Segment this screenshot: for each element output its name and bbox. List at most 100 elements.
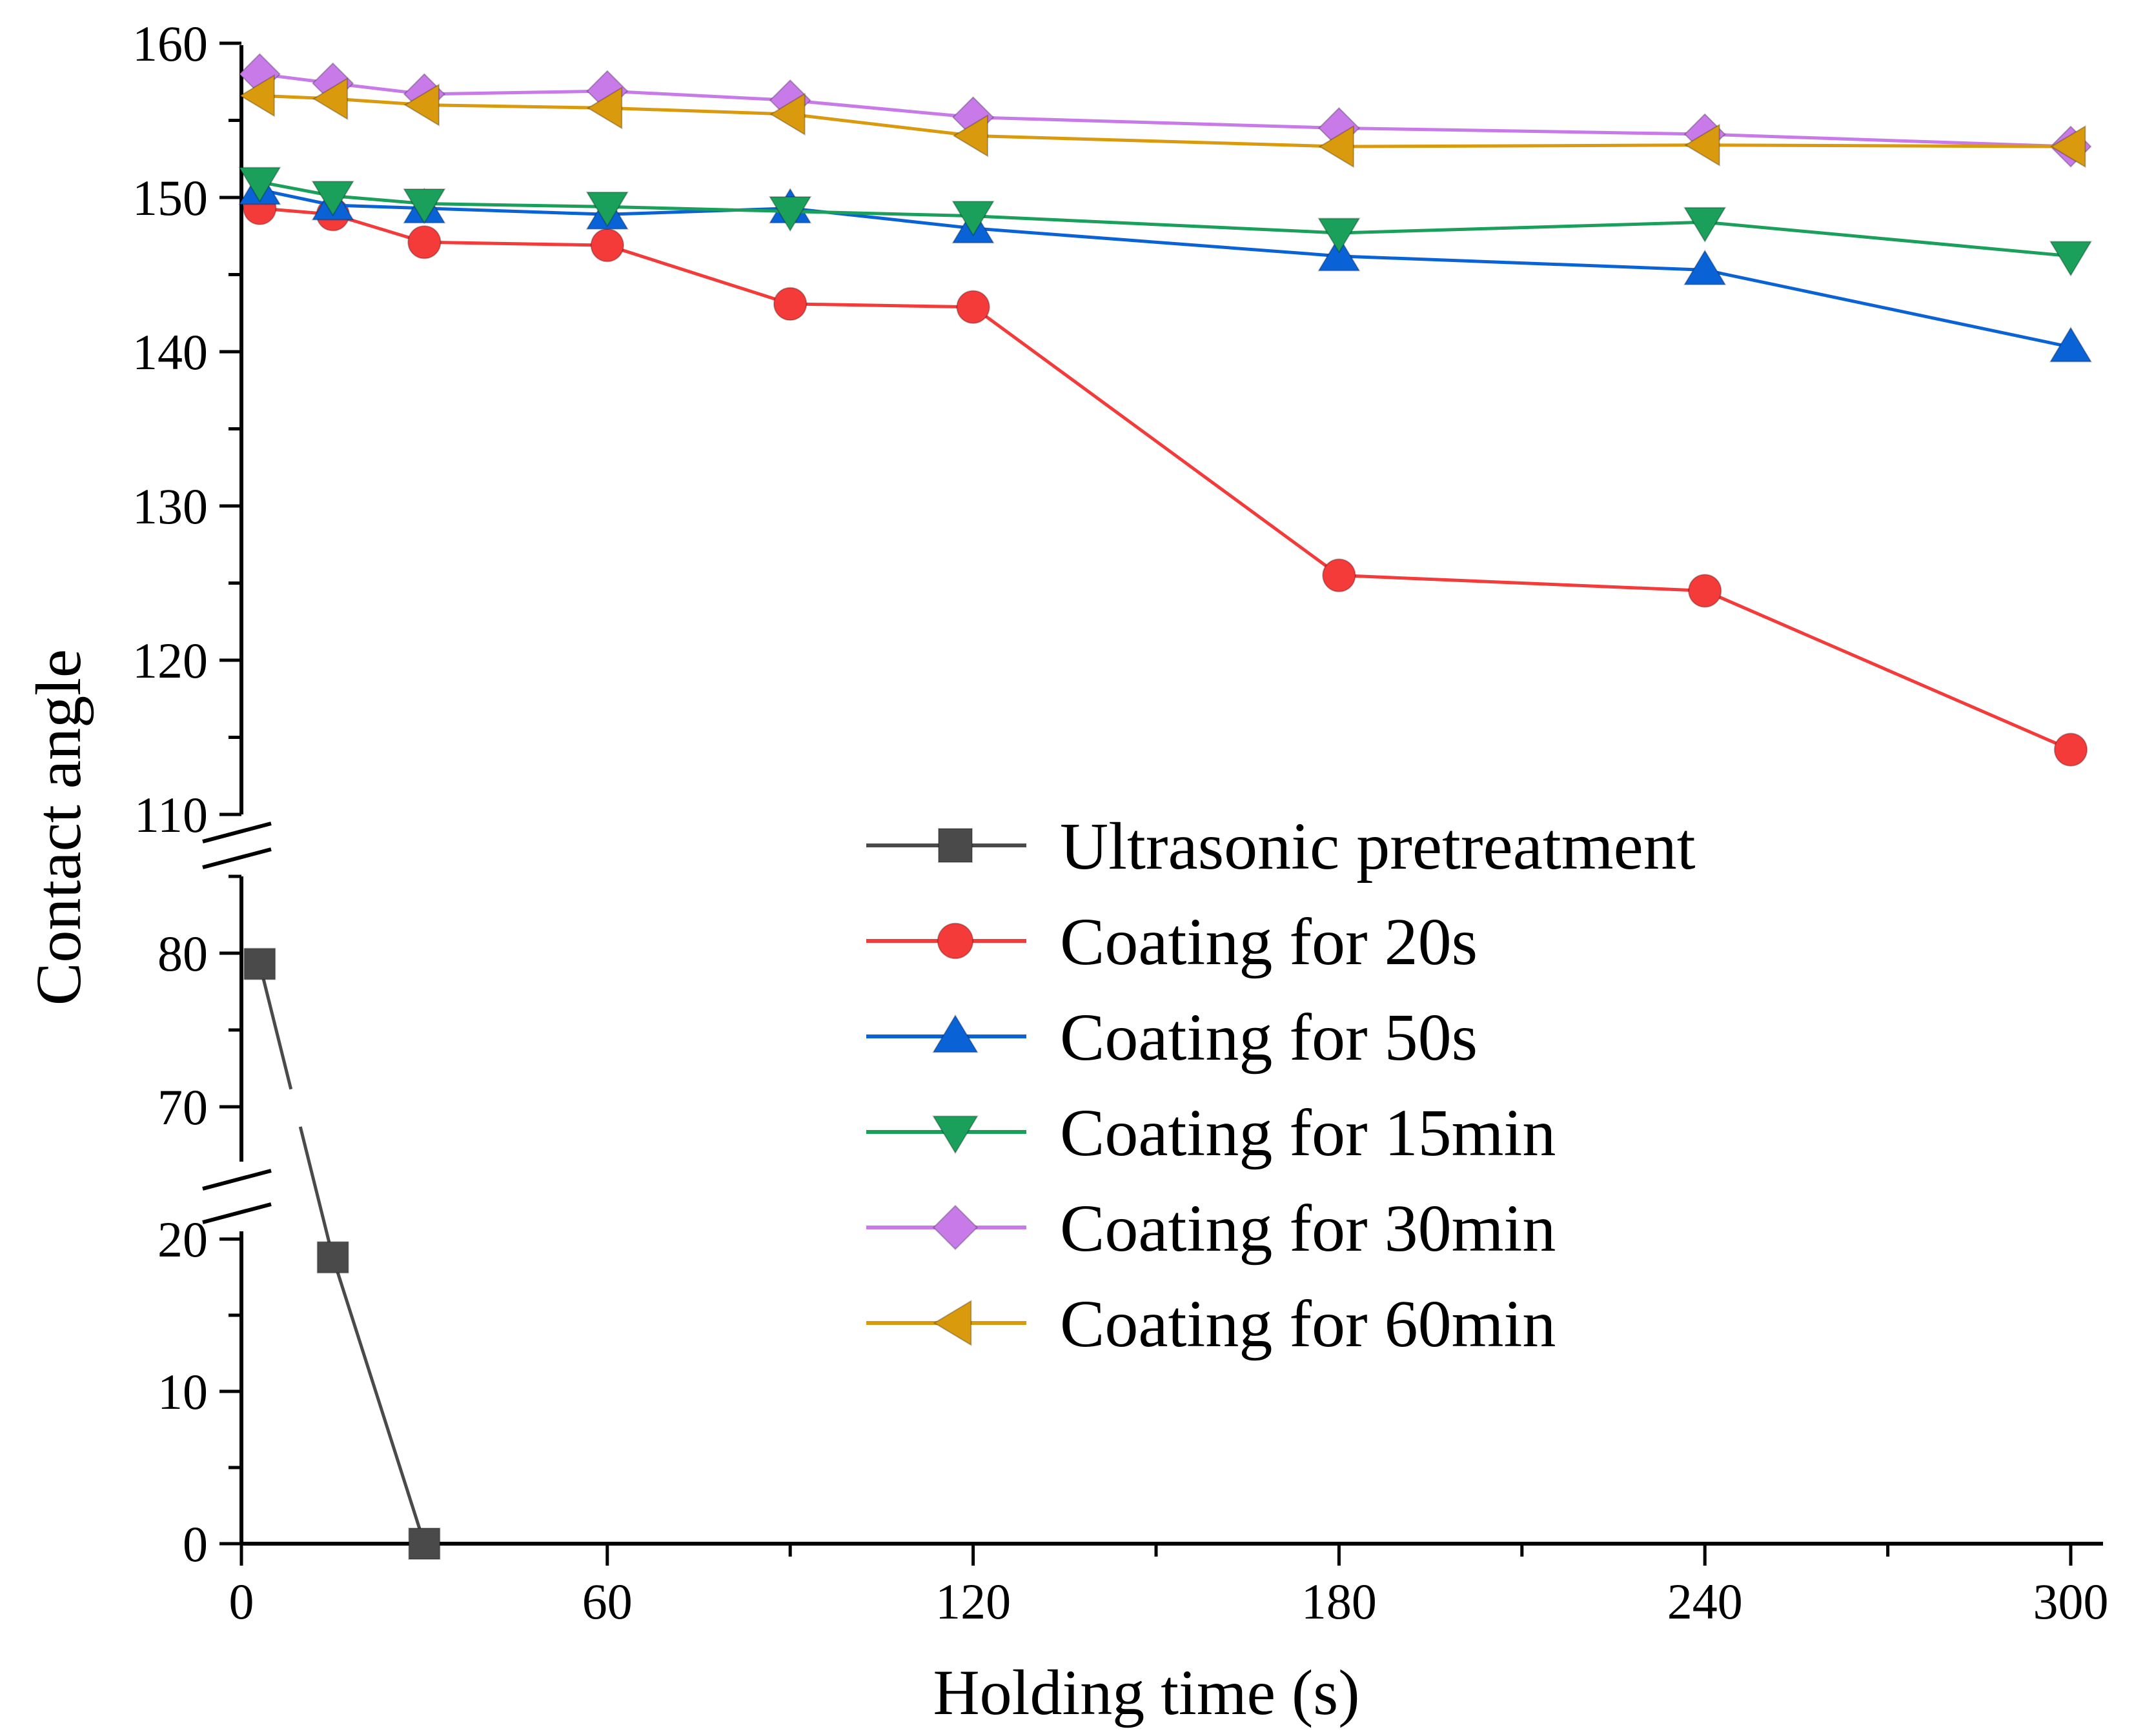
series-line — [1339, 143, 1705, 148]
legend-marker — [932, 1115, 979, 1155]
data-point — [586, 86, 623, 130]
series-line — [973, 134, 1339, 148]
series-line — [1339, 254, 1705, 272]
y-tick-label: 0 — [183, 1516, 208, 1572]
x-tick-label: 300 — [2033, 1573, 2109, 1630]
series-line — [1704, 220, 2071, 258]
data-point — [243, 947, 276, 980]
legend-marker — [938, 828, 973, 863]
legend-marker — [933, 1300, 972, 1346]
y-tick-label: 110 — [134, 787, 208, 843]
series-line — [1705, 132, 2071, 148]
series-line — [424, 207, 607, 216]
legend-entry: Coating for 30min — [866, 1191, 1556, 1266]
series-coating-for-20s — [243, 191, 2088, 767]
series-line — [424, 202, 607, 208]
axis-break-mark — [202, 822, 272, 869]
legend-entry: Ultrasonic pretreatment — [866, 809, 1696, 883]
data-point — [316, 1241, 349, 1274]
data-point — [408, 1528, 441, 1560]
series-coating-for-15min — [238, 167, 2093, 277]
data-point — [2053, 732, 2088, 767]
y-tick-label: 80 — [158, 925, 208, 982]
data-point — [773, 287, 808, 321]
y-tick-label: 130 — [132, 478, 208, 534]
series-line — [973, 116, 1339, 130]
series-line — [789, 98, 973, 119]
series-ultrasonic-pretreatment — [243, 947, 441, 1560]
series-line — [790, 302, 973, 309]
x-tick-label: 120 — [935, 1573, 1011, 1630]
x-axis-title: Holding time (s) — [933, 1657, 1359, 1728]
data-point — [2050, 125, 2086, 168]
series-line — [1339, 220, 1705, 235]
x-tick-label: 60 — [582, 1573, 633, 1630]
series-line — [789, 112, 973, 137]
series-line — [607, 89, 791, 102]
data-point — [1683, 249, 1727, 285]
axis-break-mark — [202, 1169, 272, 1224]
data-point — [1684, 123, 1720, 167]
legend-label: Coating for 50s — [1060, 1000, 1478, 1075]
legend-marker — [932, 1204, 979, 1251]
series-line — [332, 194, 425, 206]
data-point — [951, 201, 995, 237]
series-line — [331, 1257, 426, 1544]
legend-entry: Coating for 60min — [866, 1287, 1556, 1361]
series-line — [607, 243, 791, 306]
x-tick-label: 180 — [1301, 1573, 1377, 1630]
legend-label: Coating for 20s — [1060, 905, 1478, 979]
series-coating-for-50s — [238, 169, 2093, 363]
data-point — [585, 191, 629, 228]
data-point — [403, 83, 440, 126]
data-point — [311, 181, 354, 217]
series-line — [332, 203, 425, 210]
y-tick-label: 20 — [158, 1211, 208, 1267]
legend-label: Coating for 30min — [1060, 1191, 1556, 1266]
data-point — [769, 92, 806, 136]
x-tick-label: 240 — [1667, 1573, 1743, 1630]
y-axis-title: Contact angle — [23, 649, 94, 1006]
y-tick-label: 150 — [132, 170, 208, 226]
series-line — [1704, 589, 2071, 751]
series-coating-for-60min — [239, 74, 2086, 168]
data-point — [590, 228, 624, 263]
legend-label: Coating for 15min — [1060, 1096, 1556, 1170]
data-point — [956, 290, 990, 324]
series-line — [424, 240, 607, 247]
legend-marker — [932, 1014, 979, 1053]
legend-entry: Coating for 50s — [866, 1000, 1478, 1075]
data-point — [1322, 558, 1356, 592]
series-line — [973, 214, 1339, 235]
data-point — [1688, 574, 1722, 608]
data-point — [407, 225, 442, 259]
data-point — [768, 196, 812, 232]
x-tick-label: 0 — [229, 1573, 254, 1630]
data-point — [1683, 207, 1727, 243]
series-coating-for-30min — [238, 53, 2092, 168]
legend-marker — [937, 922, 974, 960]
data-point — [239, 74, 275, 117]
legend-label: Coating for 60min — [1060, 1287, 1556, 1361]
data-point — [1318, 125, 1354, 168]
series-line — [973, 227, 1339, 258]
y-tick-label: 10 — [158, 1364, 208, 1420]
data-point — [1317, 217, 1361, 254]
y-tick-label: 120 — [132, 632, 208, 689]
series-line — [1339, 126, 1705, 136]
data-point — [952, 114, 989, 157]
series-line — [424, 89, 607, 96]
legend-entry: Coating for 20s — [866, 905, 1478, 979]
legend-entry: Coating for 15min — [866, 1096, 1556, 1170]
series-line — [1705, 143, 2071, 148]
series-line — [258, 964, 335, 1258]
data-point — [403, 188, 446, 225]
series-line — [1339, 574, 1705, 592]
axes: 0 60 120 180 240 300 0 10 20 70 80 110 120 130 140 150 1… — [132, 15, 2109, 1630]
y-tick-label: 70 — [158, 1079, 208, 1135]
y-tick-label: 140 — [132, 324, 208, 380]
data-point — [312, 77, 349, 121]
series-layer — [238, 53, 2093, 1560]
